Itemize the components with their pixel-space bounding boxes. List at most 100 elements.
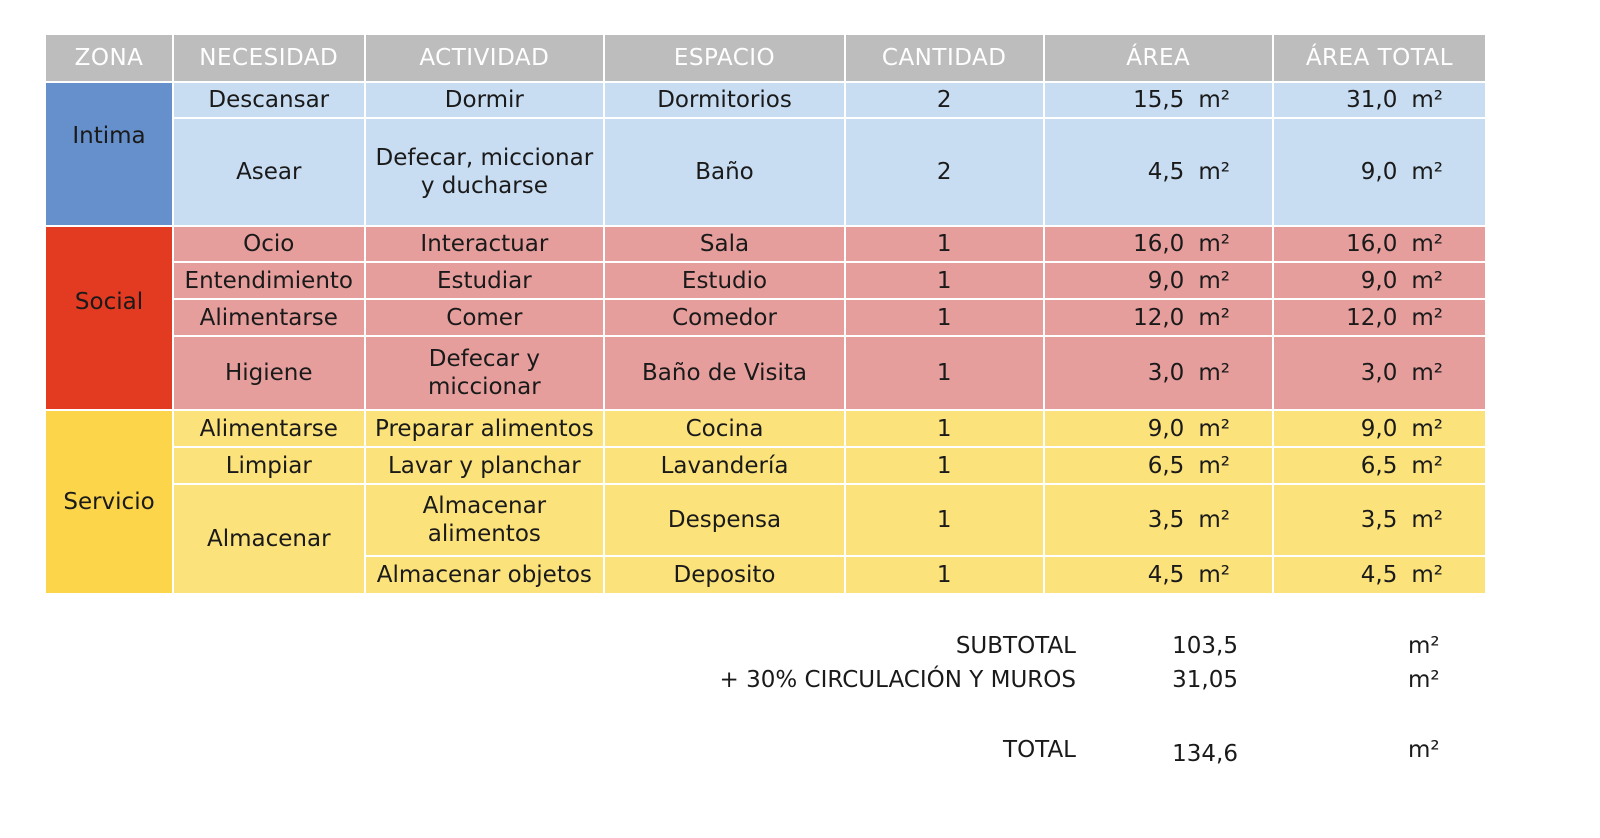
area-total-value: 12,0: [1346, 304, 1398, 331]
area-total-value: 9,0: [1360, 159, 1398, 185]
espacio-cell: Baño: [603, 117, 846, 227]
table-row: Asear Defecar, miccionar y ducharse Baño…: [45, 117, 1488, 227]
table-row: Limpiar Lavar y planchar Lavandería 1 6,…: [45, 446, 1488, 485]
area-cell: 9,0 m²: [1042, 409, 1274, 448]
area-total-value: 6,5: [1360, 452, 1398, 479]
subtotal-label: SUBTOTAL: [955, 633, 1076, 659]
subtotal-row: SUBTOTAL 103,5 m²: [800, 633, 1440, 663]
cantidad-cell: 1: [843, 298, 1045, 337]
table-row: Social Ocio Interactuar Sala 1 16,0 m² 16…: [43, 225, 1488, 411]
area-value: 6,5: [1147, 452, 1185, 479]
area-value: 4,5: [1147, 562, 1185, 588]
area-total-cell: 9,0 m²: [1271, 409, 1488, 448]
area-total-cell: 3,5 m²: [1271, 483, 1488, 557]
header-espacio: ESPACIO: [603, 33, 846, 83]
cantidad-cell: 1: [843, 555, 1045, 595]
area-value: 9,0: [1147, 267, 1185, 294]
circulation-label: + 30% CIRCULACIÓN Y MUROS: [719, 667, 1076, 693]
area-cell: 16,0 m²: [1042, 225, 1274, 263]
cantidad-cell: 1: [843, 335, 1045, 411]
header-area: ÁREA: [1042, 33, 1274, 83]
area-unit: m²: [1198, 304, 1230, 331]
necesidad-cell: Almacenar: [172, 483, 366, 595]
area-total-cell: 6,5 m²: [1271, 446, 1488, 485]
necesidad-cell: Entendimiento: [172, 261, 366, 300]
actividad-cell: Dormir: [363, 81, 606, 119]
area-cell: 15,5 m²: [1042, 81, 1274, 119]
area-unit: m²: [1198, 415, 1230, 442]
area-total-value: 9,0: [1360, 415, 1398, 442]
area-unit: m²: [1198, 267, 1230, 294]
area-total-cell: 3,0 m²: [1271, 335, 1488, 411]
total-row: TOTAL 134,6 m²: [800, 737, 1440, 767]
area-total-unit: m²: [1411, 452, 1443, 479]
header-row: ZONA NECESIDAD ACTIVIDAD ESPACIO CANTIDA…: [43, 33, 1488, 83]
zone-servicio: Servicio: [43, 409, 175, 595]
area-value: 3,5: [1147, 507, 1185, 533]
area-unit: m²: [1198, 231, 1230, 257]
area-total-cell: 12,0 m²: [1271, 298, 1488, 337]
necesidad-cell: Higiene: [172, 335, 366, 411]
zone-label: Social: [74, 289, 144, 315]
cantidad-cell: 2: [843, 117, 1045, 227]
header-cantidad: CANTIDAD: [843, 33, 1045, 83]
espacio-cell: Baño de Visita: [603, 335, 846, 411]
espacio-cell: Dormitorios: [603, 81, 846, 119]
table-row: Alimentarse Comer Comedor 1 12,0 m² 12,0 m…: [45, 298, 1488, 337]
area-total-unit: m²: [1411, 415, 1443, 442]
necesidad-cell: Descansar: [172, 81, 366, 119]
area-value: 9,0: [1147, 415, 1185, 442]
circulation-row: + 30% CIRCULACIÓN Y MUROS 31,05 m²: [720, 667, 1440, 697]
actividad-cell: Defecar y miccionar: [363, 335, 606, 411]
table-row: Almacenar Almacenar alimentos Despensa 1…: [45, 483, 1488, 595]
area-unit: m²: [1198, 452, 1230, 479]
area-total-cell: 31,0 m²: [1271, 81, 1488, 119]
area-total-value: 16,0: [1346, 231, 1398, 257]
area-total-unit: m²: [1411, 159, 1443, 185]
area-cell: 12,0 m²: [1042, 298, 1274, 337]
header-actividad: ACTIVIDAD: [363, 33, 606, 83]
table-row: Higiene Defecar y miccionar Baño de Visi…: [45, 335, 1488, 411]
actividad-cell: Preparar alimentos: [363, 409, 606, 448]
table-row: Servicio Alimentarse Preparar alimentos …: [43, 409, 1488, 595]
area-unit: m²: [1198, 87, 1230, 113]
area-total-cell: 4,5 m²: [1271, 555, 1488, 595]
area-value: 12,0: [1133, 304, 1185, 331]
area-total-value: 3,0: [1360, 360, 1398, 386]
area-unit: m²: [1198, 507, 1230, 533]
zone-social: Social: [43, 225, 175, 411]
area-total-unit: m²: [1411, 562, 1443, 588]
area-total-unit: m²: [1411, 360, 1443, 386]
cantidad-cell: 1: [843, 409, 1045, 448]
actividad-cell: Comer: [363, 298, 606, 337]
actividad-cell: Estudiar: [363, 261, 606, 300]
espacio-cell: Sala: [603, 225, 846, 263]
area-total-value: 31,0: [1346, 87, 1398, 113]
cantidad-cell: 1: [843, 483, 1045, 557]
espacio-cell: Deposito: [603, 555, 846, 595]
area-unit: m²: [1198, 562, 1230, 588]
table-row: Intima Descansar Dormir Dormitorios 2 15…: [43, 81, 1488, 227]
espacio-cell: Lavandería: [603, 446, 846, 485]
total-unit: m²: [1408, 737, 1440, 763]
circulation-value: 31,05: [1172, 667, 1238, 693]
espacio-cell: Cocina: [603, 409, 846, 448]
area-unit: m²: [1198, 159, 1230, 185]
area-cell: 3,5 m²: [1042, 483, 1274, 557]
area-total-unit: m²: [1411, 267, 1443, 294]
necesidad-cell: Alimentarse: [172, 298, 366, 337]
necesidad-cell: Alimentarse: [172, 409, 366, 448]
area-cell: 6,5 m²: [1042, 446, 1274, 485]
area-total-unit: m²: [1411, 231, 1443, 257]
area-cell: 4,5 m²: [1042, 117, 1274, 227]
zone-intima: Intima: [43, 81, 175, 227]
cantidad-cell: 1: [843, 261, 1045, 300]
actividad-cell: Lavar y planchar: [363, 446, 606, 485]
subtotal-value: 103,5: [1172, 633, 1238, 659]
area-total-value: 9,0: [1360, 267, 1398, 294]
area-value: 3,0: [1147, 360, 1185, 386]
actividad-cell: Almacenar alimentos: [363, 483, 606, 557]
cantidad-cell: 1: [843, 446, 1045, 485]
header-zona: ZONA: [43, 33, 175, 83]
espacio-cell: Estudio: [603, 261, 846, 300]
